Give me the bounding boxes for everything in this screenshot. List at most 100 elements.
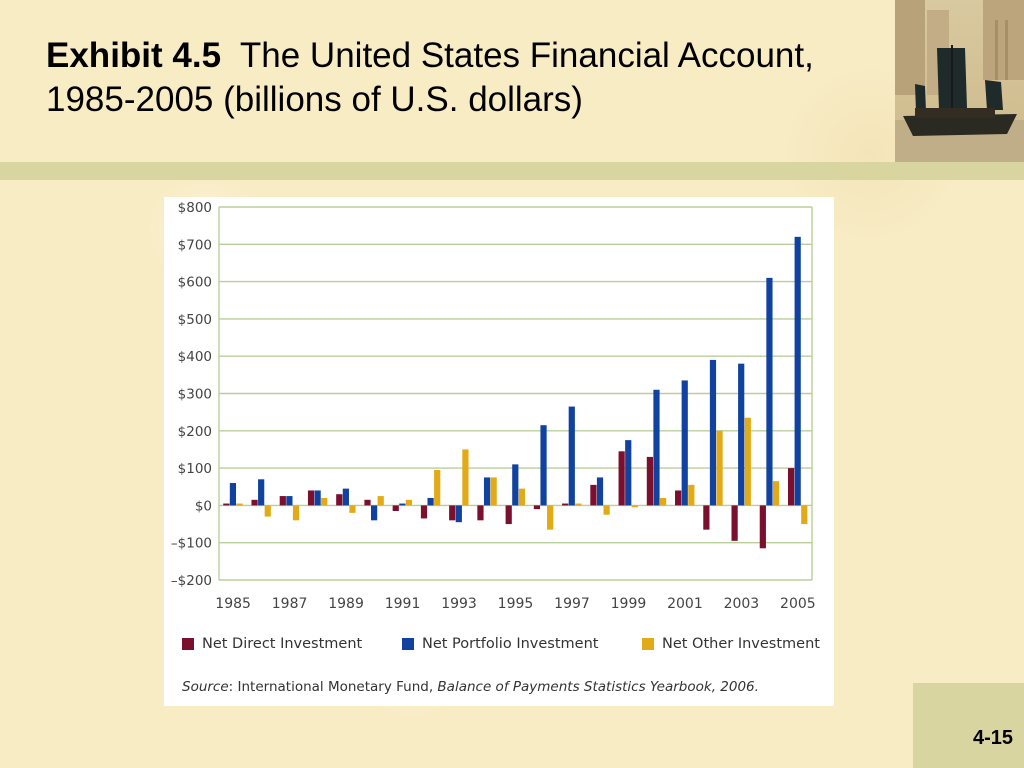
bar-direct [703, 505, 710, 530]
y-tick-label: $200 [178, 424, 212, 440]
y-tick-label: $0 [195, 498, 212, 514]
bar-portfolio [427, 497, 434, 506]
slide-title: Exhibit 4.5 The United States Financial … [46, 34, 886, 122]
chart-panel: $800 $700 $600 $500 $400 $300 $200 $100 $0 –$100 –… [164, 197, 834, 706]
y-tick-label: $100 [178, 461, 212, 477]
bar-other [772, 481, 780, 506]
y-tick-label: $800 [178, 200, 212, 216]
x-tick-label: 1987 [272, 596, 308, 612]
bar-portfolio [794, 236, 801, 506]
bar-other [462, 449, 469, 506]
legend-swatch-direct [182, 638, 194, 650]
junk-boat-photo [895, 0, 1024, 162]
bar-portfolio [342, 488, 349, 506]
bar-other [434, 469, 441, 506]
bar-direct [646, 456, 653, 506]
bar-direct [731, 505, 738, 541]
bar-direct [449, 505, 456, 521]
y-tick-label: –$100 [171, 536, 212, 552]
bar-direct [477, 505, 484, 521]
bar-direct [675, 490, 682, 506]
bar-other [518, 488, 525, 506]
source-note: Source: International Monetary Fund, Bal… [182, 679, 759, 695]
bar-portfolio [229, 483, 237, 506]
x-tick-label: 1995 [498, 596, 534, 612]
bar-portfolio [681, 380, 688, 506]
bar-other [659, 497, 667, 506]
legend-label-portfolio: Net Portfolio Investment [422, 636, 599, 652]
bar-direct [787, 468, 795, 506]
x-tick-label: 2005 [780, 596, 816, 612]
bar-direct [505, 505, 512, 525]
bar-direct [618, 451, 625, 506]
x-tick-label: 1985 [215, 596, 251, 612]
bar-other [716, 430, 723, 506]
bar-other [321, 497, 328, 506]
y-tick-label: $500 [178, 312, 212, 328]
bar-direct [364, 499, 371, 506]
bar-other [377, 496, 384, 506]
bar-portfolio [455, 505, 462, 523]
bar-other [292, 505, 300, 521]
y-tick-label: $400 [178, 349, 212, 365]
x-tick-label: 1999 [611, 596, 647, 612]
bar-direct [223, 503, 230, 506]
slide-number-box: 4-15 [913, 683, 1024, 768]
bar-portfolio [766, 277, 773, 506]
source-publisher: : International Monetary Fund, [228, 679, 438, 695]
bar-chart: $800 $700 $600 $500 $400 $300 $200 $100 $0 –$100 –… [171, 200, 816, 612]
exhibit-title: The United States Financial Account, 198… [46, 36, 814, 119]
y-axis-ticks: $800 $700 $600 $500 $400 $300 $200 $100 $0 –$100 –… [171, 200, 212, 589]
legend-label-direct: Net Direct Investment [202, 636, 363, 652]
chart-bars [223, 236, 808, 549]
bar-portfolio [399, 503, 406, 506]
bar-other [801, 505, 808, 525]
bar-portfolio [709, 359, 717, 506]
bar-portfolio [540, 425, 547, 506]
bar-portfolio [483, 477, 491, 506]
x-tick-label: 1993 [441, 596, 477, 612]
source-publication: Balance of Payments Statistics Yearbook,… [437, 679, 759, 695]
y-tick-label: $300 [178, 387, 212, 403]
x-tick-label: 1997 [554, 596, 590, 612]
bar-direct [590, 484, 597, 506]
bar-other [264, 505, 271, 517]
bar-direct [562, 503, 569, 506]
y-tick-label: $600 [178, 275, 212, 291]
bar-other [631, 505, 638, 508]
bar-other [349, 505, 356, 513]
bar-direct [336, 494, 343, 506]
y-tick-label: –$200 [171, 573, 212, 589]
legend-swatch-portfolio [402, 638, 414, 650]
x-tick-label: 1991 [385, 596, 421, 612]
x-axis-ticks: 1985 1987 1989 1991 1993 1995 1997 1999 2001 2003… [215, 596, 815, 612]
bar-other [575, 503, 582, 506]
bar-portfolio [596, 477, 604, 506]
bar-portfolio [512, 464, 519, 506]
bar-portfolio [738, 363, 745, 506]
legend-swatch-other [642, 638, 654, 650]
bar-portfolio [371, 505, 378, 521]
bar-direct [307, 490, 315, 506]
slide-number: 4-15 [972, 727, 1013, 749]
bar-direct [533, 505, 541, 510]
exhibit-label: Exhibit 4.5 [46, 36, 222, 75]
bar-portfolio [568, 406, 575, 506]
bar-portfolio [653, 389, 660, 506]
source-label: Source [182, 679, 229, 695]
bar-direct [759, 505, 766, 549]
bar-other [688, 484, 695, 506]
y-tick-label: $700 [178, 237, 212, 253]
x-tick-label: 2001 [667, 596, 703, 612]
bar-direct [420, 505, 428, 519]
bar-other [547, 505, 554, 530]
bar-portfolio [258, 479, 265, 506]
bar-portfolio [286, 496, 293, 506]
slide-header: Exhibit 4.5 The United States Financial … [0, 0, 1024, 162]
bar-other [490, 477, 497, 506]
bar-direct [279, 496, 286, 506]
bar-other [603, 505, 610, 515]
x-tick-label: 2003 [724, 596, 760, 612]
bar-portfolio [625, 440, 632, 506]
junk-boat-image [895, 0, 1024, 162]
